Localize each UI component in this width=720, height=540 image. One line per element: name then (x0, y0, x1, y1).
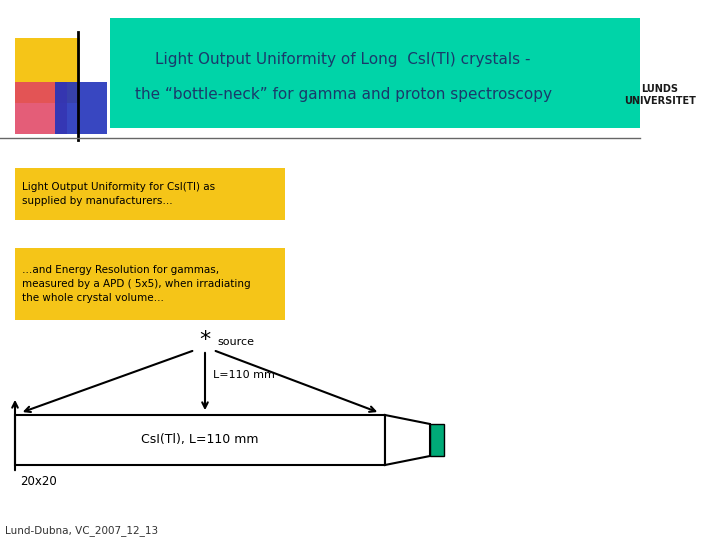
Text: L=110 mm: L=110 mm (213, 369, 275, 380)
Bar (15, 248, 285, 320)
Bar (15, 38, 80, 103)
Text: Light Output Uniformity of Long  CsI(Tl) crystals -: Light Output Uniformity of Long CsI(Tl) … (156, 52, 531, 68)
Bar (15, 415, 385, 465)
Bar (110, 18, 640, 128)
Text: …and Energy Resolution for gammas,
measured by a APD ( 5x5), when irradiating
th: …and Energy Resolution for gammas, measu… (22, 265, 251, 303)
Text: Light Output Uniformity for CsI(Tl) as
supplied by manufacturers…: Light Output Uniformity for CsI(Tl) as s… (22, 182, 215, 206)
Bar (15, 82, 67, 134)
Text: LUNDS
UNIVERSITET: LUNDS UNIVERSITET (624, 84, 696, 106)
Text: CsI(Tl), L=110 mm: CsI(Tl), L=110 mm (141, 434, 258, 447)
Bar (430, 424, 444, 456)
Text: *: * (199, 330, 211, 350)
Text: 20x20: 20x20 (20, 475, 57, 488)
Polygon shape (385, 415, 430, 465)
Text: source: source (217, 337, 254, 347)
Bar (55, 82, 107, 134)
Text: Lund-Dubna, VC_2007_12_13: Lund-Dubna, VC_2007_12_13 (5, 525, 158, 536)
Text: the “bottle-neck” for gamma and proton spectroscopy: the “bottle-neck” for gamma and proton s… (135, 87, 552, 103)
Bar (15, 168, 285, 220)
